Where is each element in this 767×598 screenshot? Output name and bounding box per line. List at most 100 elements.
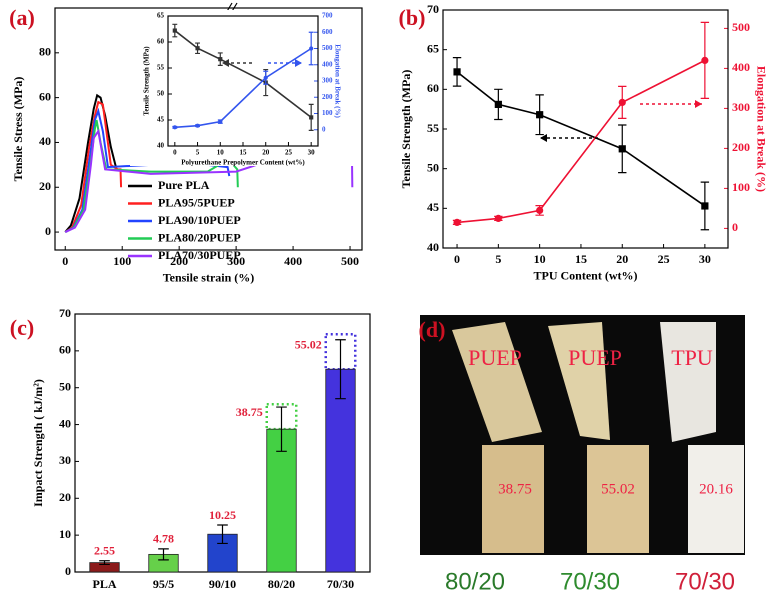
x-tick-label: 95/5 (153, 577, 174, 591)
point (218, 57, 223, 62)
x-tick-label: 5 (495, 252, 501, 266)
x-tick-label: 25 (658, 252, 670, 266)
y-tick-label: 65 (157, 12, 165, 20)
y-tick-label: 0 (65, 564, 71, 578)
point (618, 98, 626, 106)
arrow-head (222, 59, 229, 67)
photo-caption: 70/30 (560, 568, 620, 595)
bar (266, 428, 297, 573)
legend-label: Pure PLA (158, 178, 210, 192)
strip (452, 322, 542, 442)
y-tick-label: 50 (59, 379, 71, 393)
panel-title: (a) (9, 5, 35, 30)
y-tick-label: 0 (45, 224, 51, 238)
y2-tick-label: 100 (732, 180, 750, 194)
photo-label: TPU (671, 345, 713, 370)
y-tick-label: 70 (59, 306, 71, 320)
point (453, 68, 461, 76)
photo-caption: 80/20 (445, 568, 505, 595)
arrow-head (295, 59, 302, 67)
y-tick-label: 40 (59, 416, 71, 430)
strip (688, 445, 744, 553)
photo: (d) PUEP PUEP TPU 38.75 55.02 20.16 (419, 315, 745, 555)
error-bar (335, 339, 346, 400)
x-tick-label: 30 (699, 252, 711, 266)
photo-number: 38.75 (498, 481, 532, 497)
y2-tick-label: 500 (322, 44, 333, 52)
x-tick-label: 200 (170, 254, 188, 268)
x-tick-label: 25 (285, 149, 293, 157)
y2-tick-label: 400 (732, 60, 750, 74)
point (309, 46, 314, 51)
point (701, 56, 709, 64)
y-tick-label: 80 (39, 45, 51, 59)
panel-title: (b) (399, 5, 426, 30)
photo-label: PUEP (568, 345, 622, 370)
x-tick-label: 10 (534, 252, 546, 266)
line (64, 93, 118, 233)
value-label: 4.78 (153, 532, 174, 546)
x-tick-label: 5 (196, 149, 200, 157)
error-bar (217, 524, 228, 545)
y-tick-label: 40 (39, 134, 51, 148)
x-tick-label: 90/10 (209, 577, 236, 591)
y-axis-label: Tensile Stress (MPa) (11, 77, 25, 182)
y2-axis-label: Elongation at Break (%) (333, 44, 341, 118)
reference-box (265, 403, 298, 431)
y-tick-label: 30 (59, 453, 71, 467)
point (536, 206, 544, 214)
x-tick-label: 80/20 (268, 577, 295, 591)
x-tick-label: 10 (217, 149, 225, 157)
y2-tick-label: 400 (322, 60, 333, 68)
point (172, 28, 177, 33)
y-tick-label: 60 (157, 38, 165, 46)
x-tick-label: 20 (262, 149, 270, 157)
x-tick-label: 15 (240, 149, 248, 157)
legend-label: PLA70/30PUEP (158, 248, 241, 262)
point (195, 46, 200, 51)
plot-frame (442, 9, 729, 249)
value-label: 38.75 (236, 405, 263, 419)
x-tick-label: PLA (93, 577, 117, 591)
x-tick-label: 0 (173, 149, 177, 157)
y2-tick-label: 700 (322, 12, 333, 20)
point (494, 214, 502, 222)
y-tick-label: 55 (157, 64, 165, 72)
photo-number: 20.16 (699, 481, 733, 497)
y2-tick-label: 600 (322, 28, 333, 36)
point (172, 125, 177, 130)
y-tick-label: 50 (157, 90, 165, 98)
x-tick-label: 100 (113, 254, 131, 268)
x-axis-label: Polyurethane Prepolymer Content (wt%) (181, 158, 305, 166)
bar (325, 368, 356, 573)
x-tick-label: 400 (284, 254, 302, 268)
y-tick-label: 65 (427, 41, 439, 55)
error-bar (99, 560, 110, 566)
value-label: 55.02 (295, 337, 322, 351)
y2-tick-label: 300 (322, 77, 333, 85)
point (309, 115, 314, 120)
y-tick-label: 45 (157, 116, 165, 124)
x-tick-label: 0 (62, 254, 68, 268)
point (218, 119, 223, 124)
strip (548, 322, 610, 440)
point (263, 75, 268, 80)
y-tick-label: 20 (59, 490, 71, 504)
y-tick-label: 60 (59, 343, 71, 357)
point (195, 123, 200, 128)
point (618, 145, 626, 153)
x-axis-label: TPU Content (wt%) (534, 269, 638, 283)
x-tick-label: 70/30 (327, 577, 354, 591)
legend-label: PLA80/20PUEP (158, 230, 241, 244)
y-tick-label: 10 (59, 527, 71, 541)
arrow-head (695, 100, 702, 108)
point (536, 111, 544, 119)
strip (587, 445, 649, 553)
y-tick-label: 70 (427, 2, 439, 16)
y2-tick-label: 100 (322, 109, 333, 117)
y-axis-label: Tensile Strength (MPa) (143, 46, 151, 116)
photo-number: 55.02 (601, 481, 635, 497)
y-tick-label: 50 (427, 160, 439, 174)
panel-title: (d) (419, 317, 446, 342)
